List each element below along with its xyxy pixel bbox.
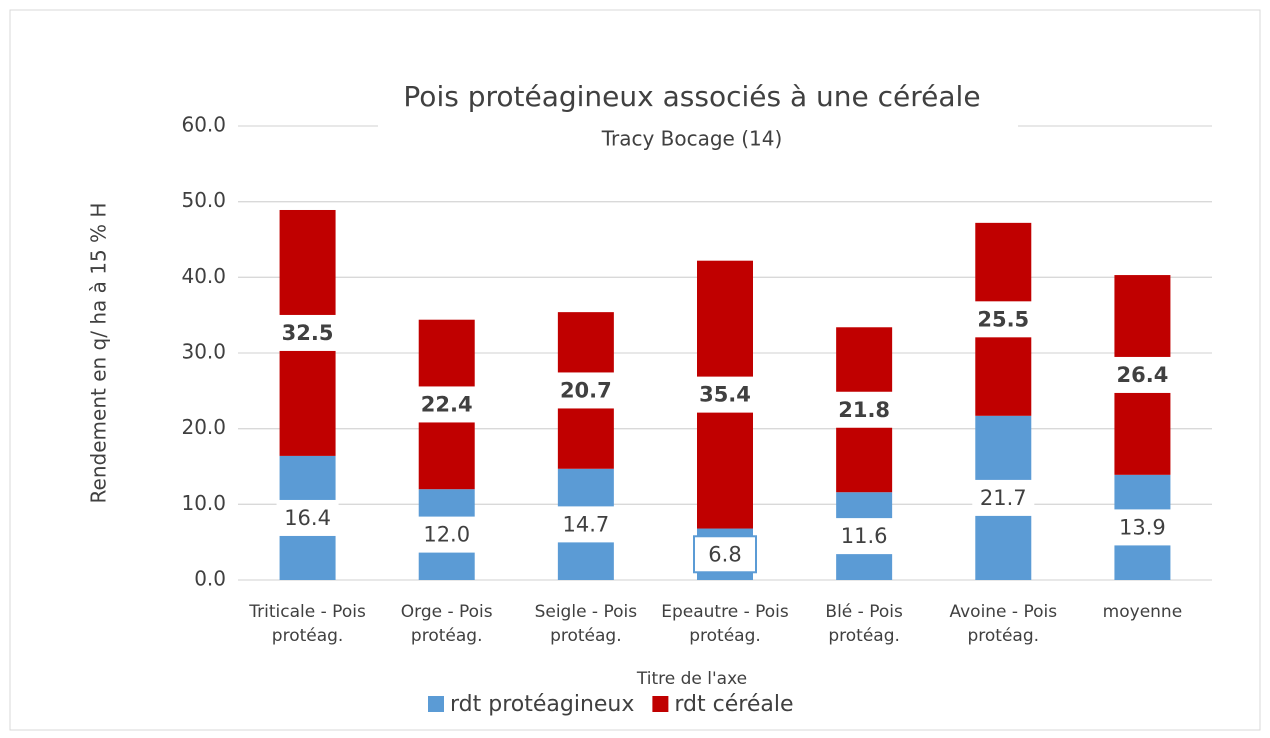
data-label-bg xyxy=(833,518,896,555)
data-label-bg xyxy=(972,479,1035,516)
data-label: 6.8 xyxy=(708,542,741,566)
data-label-bg xyxy=(276,314,339,351)
x-tick-label: Epeautre - Pois protéag. xyxy=(661,602,789,646)
y-tick-label: 40.0 xyxy=(181,264,226,288)
x-tick-label: moyenne xyxy=(1102,602,1183,622)
data-label-bg xyxy=(693,535,757,574)
data-label: 22.4 xyxy=(421,392,473,416)
y-axis-label: Rendement en q/ ha à 15 % H xyxy=(87,203,111,504)
data-label-bg xyxy=(554,506,617,543)
y-tick-label: 0.0 xyxy=(194,567,226,591)
x-tick-label: Orge - Pois protéag. xyxy=(400,602,493,646)
data-label-bg xyxy=(1111,509,1174,546)
x-axis-label: Titre de l'axe xyxy=(636,669,747,689)
title-bg xyxy=(378,76,1018,158)
data-label: 14.7 xyxy=(562,512,609,536)
x-tick-label: Triticale - Pois protéag. xyxy=(249,602,366,646)
data-label: 11.6 xyxy=(841,524,888,548)
data-label: 21.7 xyxy=(980,486,1027,510)
legend-label: rdt céréale xyxy=(674,692,793,717)
data-label-bg xyxy=(276,499,339,536)
data-label: 35.4 xyxy=(699,383,751,407)
legend-label: rdt protéagineux xyxy=(450,692,634,717)
data-label: 20.7 xyxy=(560,378,612,402)
data-label: 12.0 xyxy=(423,523,470,547)
data-label-bg xyxy=(1111,356,1174,393)
data-label-bg xyxy=(833,391,896,428)
data-label-bg xyxy=(415,516,478,553)
legend-swatch xyxy=(652,696,669,712)
legend-swatch xyxy=(428,696,444,712)
data-label: 16.4 xyxy=(284,506,331,530)
y-tick-label: 50.0 xyxy=(181,188,226,212)
y-tick-label: 10.0 xyxy=(181,491,226,515)
data-label: 26.4 xyxy=(1117,363,1169,387)
y-tick-label: 30.0 xyxy=(181,340,226,364)
data-label: 25.5 xyxy=(977,307,1029,331)
data-label-bg xyxy=(415,386,478,423)
data-label: 13.9 xyxy=(1119,515,1166,539)
chart-title: Pois protéagineux associés à une céréale xyxy=(403,80,980,113)
x-tick-label: Seigle - Pois protéag. xyxy=(534,602,638,646)
data-label: 32.5 xyxy=(282,321,334,345)
data-label-bg xyxy=(694,376,756,413)
data-label-bg xyxy=(972,301,1035,338)
y-tick-label: 20.0 xyxy=(181,415,226,439)
data-label-bg xyxy=(554,372,617,409)
x-tick-label: Blé - Pois protéag. xyxy=(825,602,903,646)
chart-subtitle: Tracy Bocage (14) xyxy=(601,127,783,151)
y-tick-label: 60.0 xyxy=(181,113,226,137)
data-label: 21.8 xyxy=(838,398,890,422)
x-tick-label: Avoine - Pois protéag. xyxy=(949,602,1058,646)
